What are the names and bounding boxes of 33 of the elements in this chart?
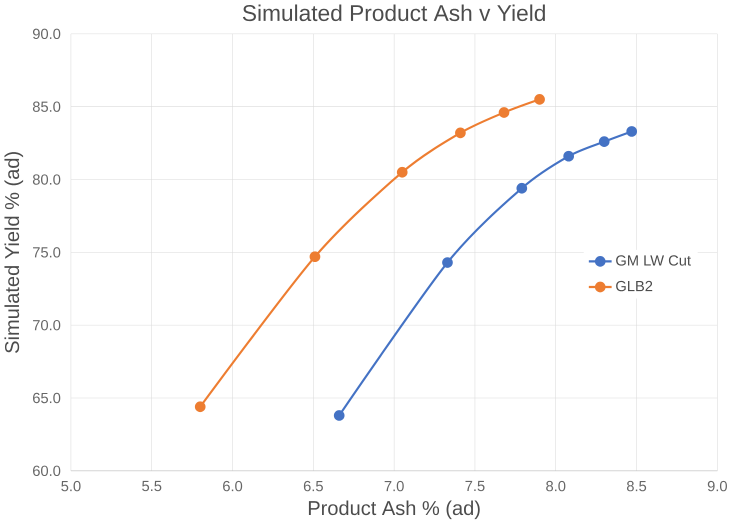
point	[442, 257, 453, 268]
point	[194, 402, 206, 412]
x-tick-label: 7.0	[384, 481, 404, 492]
x-tick-label: 8.5	[626, 481, 646, 492]
y-axis-title: Simulated Yield % (ad)	[4, 152, 24, 354]
legend-label: GLB2	[616, 281, 652, 292]
chart-title: Simulated Product Ash v Yield	[242, 4, 545, 22]
x-tick-label: 7.5	[465, 481, 485, 492]
point	[310, 252, 320, 262]
point	[455, 128, 466, 138]
y-tick-label: 85.0	[32, 102, 60, 112]
y-tick-label: 80.0	[32, 174, 60, 185]
x-tick-label: 8.0	[546, 481, 566, 492]
point	[626, 126, 638, 138]
x-tick-label: 5.5	[142, 481, 162, 492]
y-tick-label: 65.0	[33, 393, 60, 404]
x-tick-label: 6.5	[304, 481, 323, 492]
point	[516, 183, 528, 194]
y-tick-label: 60.0	[33, 466, 60, 476]
x-tick-label: 5.0	[61, 481, 81, 492]
point	[598, 136, 610, 148]
point	[396, 167, 408, 178]
y-tick-label: 70.0	[33, 320, 60, 331]
point	[334, 410, 345, 422]
x-tick-label: 9.0	[708, 481, 727, 492]
y-tick-label: 90.0	[32, 28, 60, 40]
point	[498, 107, 510, 118]
point	[534, 94, 545, 105]
x-axis-title: Product Ash % (ad)	[308, 500, 480, 520]
y-tick-label: 75.0	[33, 247, 60, 258]
point	[563, 151, 574, 162]
legend-label: GM LW Cut	[616, 255, 691, 266]
x-tick-label: 6.0	[223, 481, 242, 492]
